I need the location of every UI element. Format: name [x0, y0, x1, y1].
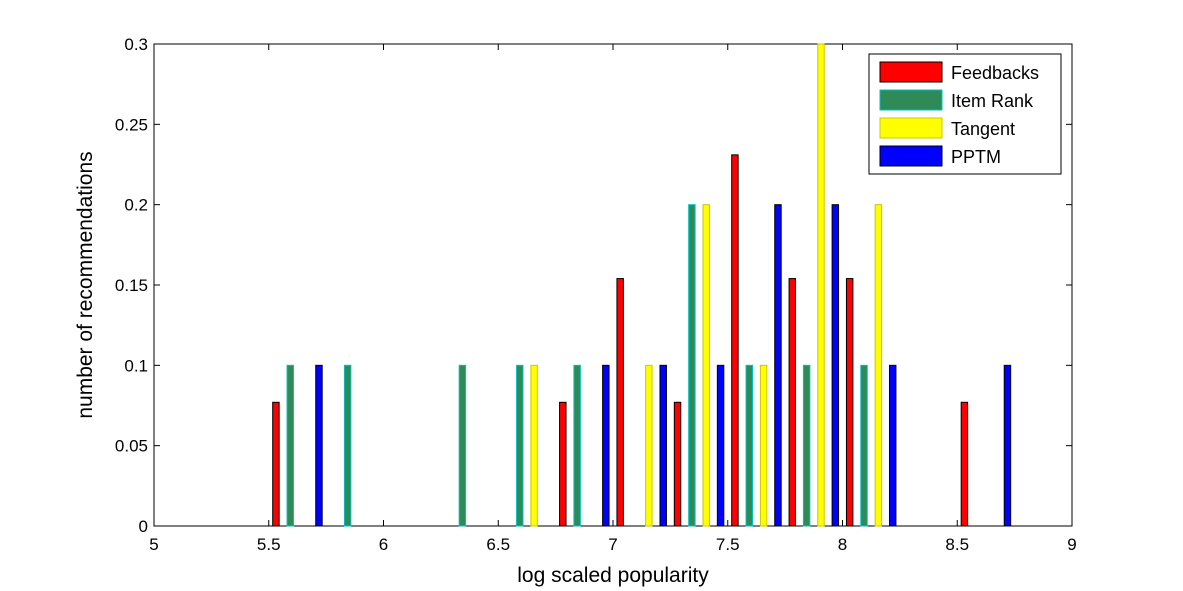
bar-tangent [702, 204, 710, 527]
y-axis-label: number of recommendations [74, 151, 97, 418]
bar-pptm [774, 204, 782, 527]
y-axis: 0 0.05 0.1 0.15 0.2 0.25 0.3 [115, 35, 1072, 536]
bar-feedbacks [788, 278, 797, 527]
legend-label-tangent: Tangent [951, 119, 1015, 139]
bar-tangent [874, 204, 883, 527]
legend-label-item-rank: Item Rank [951, 91, 1034, 111]
legend-swatch-tangent [879, 117, 943, 139]
x-tick-label: 7.5 [716, 535, 740, 554]
y-tick-label: 0.1 [124, 356, 148, 375]
bar-feedbacks [845, 278, 854, 527]
bar-pptm [659, 364, 667, 527]
bar-feedbacks [731, 154, 739, 527]
x-axis-label: log scaled popularity [517, 564, 709, 587]
legend-swatch-pptm [879, 145, 943, 167]
x-tick-label: 5 [149, 535, 158, 554]
y-tick-label: 0.05 [115, 437, 148, 456]
y-tick-label: 0.25 [115, 115, 148, 134]
x-tick-label: 6.5 [486, 535, 510, 554]
y-tick-label: 0.15 [115, 276, 148, 295]
bar-feedbacks [960, 401, 969, 527]
bar-pptm [315, 364, 323, 527]
x-tick-label: 5.5 [257, 535, 281, 554]
x-tick-label: 6 [379, 535, 388, 554]
bar-feedbacks [673, 401, 682, 527]
x-tick-label: 9 [1067, 535, 1076, 554]
bar-item-rank [688, 204, 696, 527]
bar-item-rank [458, 364, 467, 527]
bars-layer [272, 43, 1012, 527]
bar-item-rank [802, 364, 811, 527]
bar-tangent [530, 364, 538, 527]
bar-item-rank [286, 364, 294, 527]
x-tick-label: 7 [608, 535, 617, 554]
legend: Feedbacks Item Rank Tangent PPTM [868, 53, 1062, 175]
bar-pptm [1003, 364, 1012, 527]
bar-item-rank [860, 364, 868, 527]
x-tick-label: 8 [838, 535, 847, 554]
bar-pptm [716, 364, 725, 527]
bar-tangent [645, 364, 653, 527]
bar-tangent [759, 364, 768, 527]
bar-item-rank [516, 364, 524, 527]
bar-feedbacks [616, 278, 624, 527]
y-tick-label: 0.3 [124, 35, 148, 54]
legend-swatch-item-rank [879, 89, 943, 111]
legend-label-feedbacks: Feedbacks [951, 63, 1039, 83]
x-tick-label: 8.5 [945, 535, 969, 554]
bar-tangent [817, 43, 825, 527]
bar-feedbacks [272, 401, 280, 527]
bar-item-rank [343, 364, 352, 527]
y-tick-label: 0.2 [124, 196, 148, 215]
bar-pptm [602, 364, 610, 527]
bar-feedbacks [559, 401, 567, 527]
bar-item-rank [573, 364, 581, 527]
bar-pptm [831, 204, 840, 527]
legend-label-pptm: PPTM [951, 147, 1001, 167]
bar-item-rank [745, 364, 753, 527]
x-axis: 5 5.5 6 6.5 7 7.5 8 8.5 9 [149, 44, 1077, 554]
bar-pptm [888, 364, 897, 527]
legend-swatch-feedbacks [879, 61, 943, 83]
y-tick-label: 0 [139, 517, 148, 536]
